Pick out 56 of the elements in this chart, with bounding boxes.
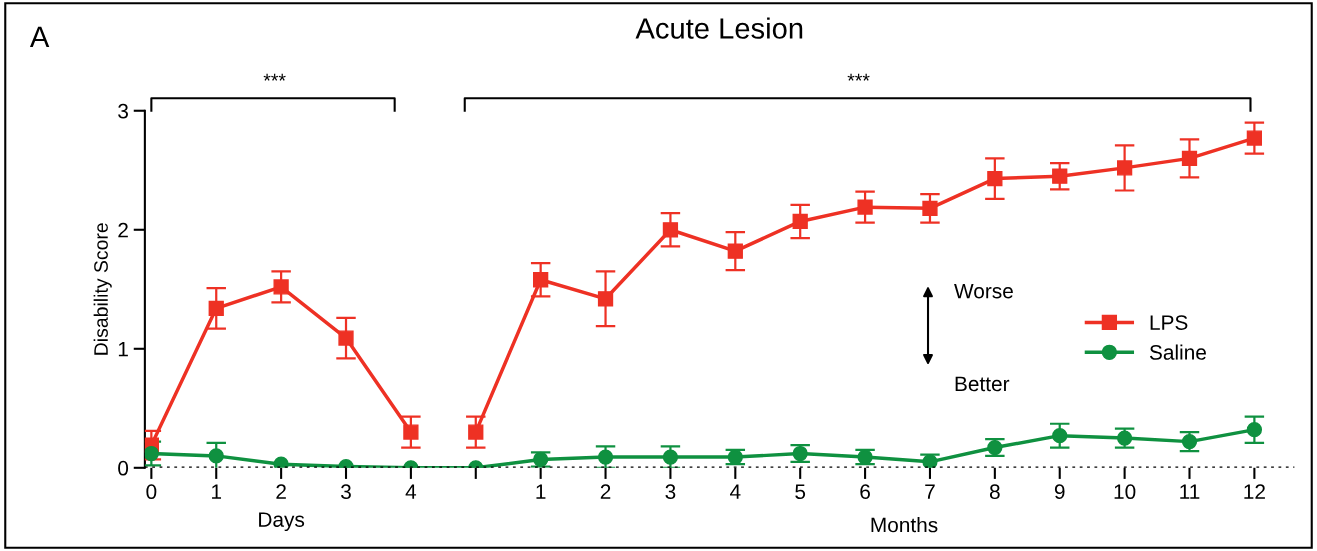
x-tick-label: 12 [1244, 484, 1265, 499]
point [857, 199, 873, 215]
point [208, 448, 224, 464]
point [468, 424, 484, 440]
point [403, 424, 419, 440]
x-tick-label: 1 [536, 484, 546, 499]
point [922, 200, 938, 216]
x-tick-label: 9 [1054, 484, 1065, 500]
legend-label: Saline [1149, 344, 1206, 360]
x-tick-label: 7 [925, 484, 935, 499]
point [338, 330, 354, 346]
x-tick-label: 2 [276, 484, 286, 499]
point [1116, 160, 1133, 176]
y-tick-label: 2 [118, 222, 128, 238]
annotation: Worse [954, 283, 1013, 299]
point [1181, 150, 1198, 166]
chart-title: Acute Lesion [635, 17, 803, 39]
y-tick-label: 0 [118, 460, 129, 476]
point [273, 279, 289, 295]
point [1052, 428, 1068, 444]
x-tick-label: 0 [146, 484, 157, 500]
point [792, 213, 808, 230]
x-tick-label: 5 [795, 484, 806, 500]
y-axis-title: Disability Score [93, 223, 112, 355]
x-tick-label: 1 [212, 484, 222, 499]
y-tick-label: 3 [118, 103, 128, 119]
x-tick-label: 3 [341, 484, 351, 500]
x-tick-label: 4 [730, 484, 741, 499]
point [1246, 422, 1263, 438]
x-tick-label: 4 [405, 484, 417, 499]
point [533, 272, 549, 288]
x-tick-label: 6 [860, 484, 870, 500]
point [987, 170, 1003, 187]
point [533, 451, 549, 468]
point [1246, 130, 1263, 146]
point [597, 291, 614, 307]
x-tick-label: 8 [989, 484, 1000, 500]
point [727, 449, 743, 465]
x-tick-label: 2 [600, 484, 611, 499]
x-tick-label: 10 [1114, 484, 1136, 500]
point [144, 445, 159, 462]
legend-label: LPS [1150, 315, 1188, 330]
point [662, 222, 679, 238]
text: *** [847, 73, 870, 81]
point [1052, 168, 1068, 184]
text: Days [259, 512, 305, 532]
x-tick-label: 11 [1180, 484, 1200, 499]
point [208, 300, 224, 316]
x-tick-label: 3 [665, 484, 676, 500]
text: *** [263, 73, 286, 81]
annotation: Better [955, 376, 1010, 392]
y-tick-label: 1 [118, 342, 128, 357]
point [792, 445, 808, 462]
point [727, 243, 743, 259]
x-axis-title: Months [871, 517, 938, 533]
text: A [29, 26, 50, 47]
